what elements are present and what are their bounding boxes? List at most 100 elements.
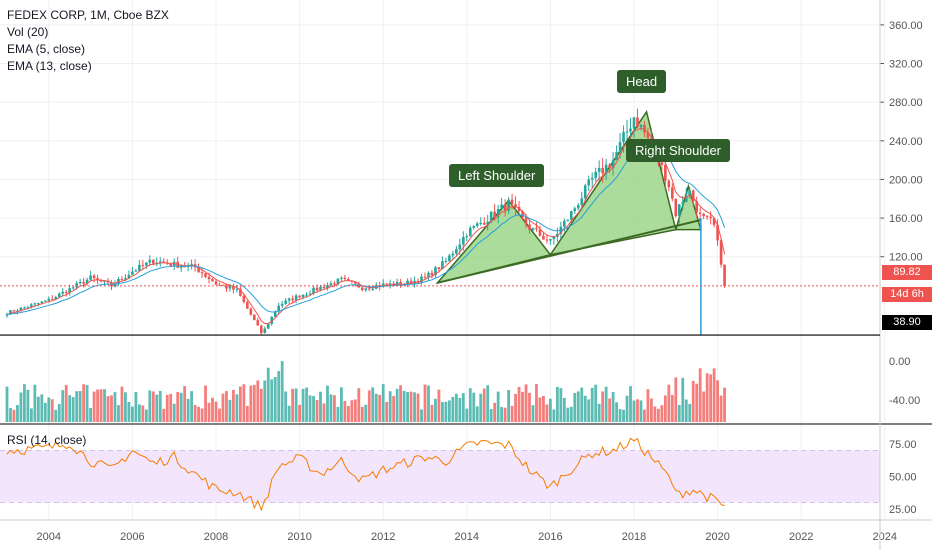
candle-body [291,298,294,301]
candle-body [625,131,629,133]
candle-body [92,275,96,279]
candle-body [259,325,263,334]
volume-bar [64,384,68,422]
volume-bar [235,394,239,422]
volume-bar [416,393,420,422]
head-triangle [548,109,677,256]
candle-body [618,141,622,153]
candle-body [441,261,444,270]
volume-bar [650,398,653,422]
volume-bar [61,390,65,422]
volume-bar [40,394,44,422]
candle-body [235,288,239,290]
candle-body [312,287,315,294]
candle-body [179,266,183,268]
volume-bar [232,389,235,422]
candle-body [615,152,618,161]
left-shoulder-label[interactable]: Left Shoulder [449,164,545,187]
volume-legend: Vol (20) [7,25,49,39]
volume-bar [273,376,277,422]
volume-bar [141,405,145,422]
candle-body [608,164,611,168]
candle-body [590,177,594,180]
volume-bar [179,392,183,422]
candle-body [688,190,692,196]
candle-body [155,262,159,264]
candle-body [691,190,695,202]
candle-body [381,283,385,287]
candle-body [57,293,61,298]
volume-bar [176,392,180,422]
volume-bar [305,387,308,422]
volume-bar [256,380,260,422]
candle-body [500,204,503,210]
candle-body [709,216,712,219]
x-tick-label: 2018 [622,531,646,543]
volume-bar [329,394,333,422]
volume-bar [549,398,552,422]
volume-bar [12,409,16,422]
candle-body [169,263,173,266]
candle-body [284,300,287,304]
volume-bar [702,391,706,422]
candle-body [44,300,47,302]
volume-bar [528,392,531,422]
candle-body [636,117,639,128]
volume-bar [493,402,497,422]
volume-bar [207,402,211,422]
candle-body [684,195,688,203]
candle-body [131,271,134,275]
candle-body [361,287,364,291]
x-tick-label: 2008 [204,531,228,543]
volume-bar [437,389,441,422]
right-shoulder-label[interactable]: Right Shoulder [626,139,730,162]
volume-bar [298,404,301,422]
candle-body [385,283,388,285]
volume-bar [371,387,375,422]
volume-bar [611,392,615,422]
volume-bar [510,405,514,422]
volume-bar [479,393,483,422]
candle-body [96,278,99,280]
candle-body [249,308,253,315]
volume-bar [496,391,500,422]
symbol-title: FEDEX CORP, 1M, Cboe BZX [7,8,169,22]
candle-body [162,261,166,263]
volume-bar [608,398,612,422]
candle-body [409,280,413,284]
candle-body [263,328,267,334]
volume-bar [643,409,646,422]
candle-body [82,281,85,284]
candle-body [472,225,476,228]
volume-bar [270,379,274,422]
candle-body [702,213,705,217]
candle-body [681,202,685,205]
volume-bar [367,390,371,422]
head-label[interactable]: Head [617,70,667,93]
y-tick-label: 120.00 [889,252,923,264]
volume-bar [245,405,249,422]
candle-body [218,284,221,286]
volume-bar [57,403,61,422]
volume-bar [444,401,448,422]
rsi-tick-label: 75.00 [889,439,917,451]
volume-bar [252,384,256,422]
candle-body [347,279,350,281]
volume-bar [50,399,54,422]
candle-body [622,132,625,142]
volume-bar [461,393,465,422]
volume-bar [486,385,490,422]
candle-body [664,164,667,181]
last-price-tag: 89.82 [882,265,932,280]
volume-bar [263,380,267,422]
symbol-legend: FEDEX CORP, 1M, Cboe BZX Vol (20) EMA (5… [7,7,169,75]
vol-tick-label: -40.00 [889,395,920,407]
candle-body [486,221,489,225]
candle-body [611,160,615,168]
candle-body [531,228,535,230]
candle-body [671,187,674,199]
volume-bar [475,406,479,422]
volume-bar [259,388,263,422]
candle-body [597,167,601,172]
